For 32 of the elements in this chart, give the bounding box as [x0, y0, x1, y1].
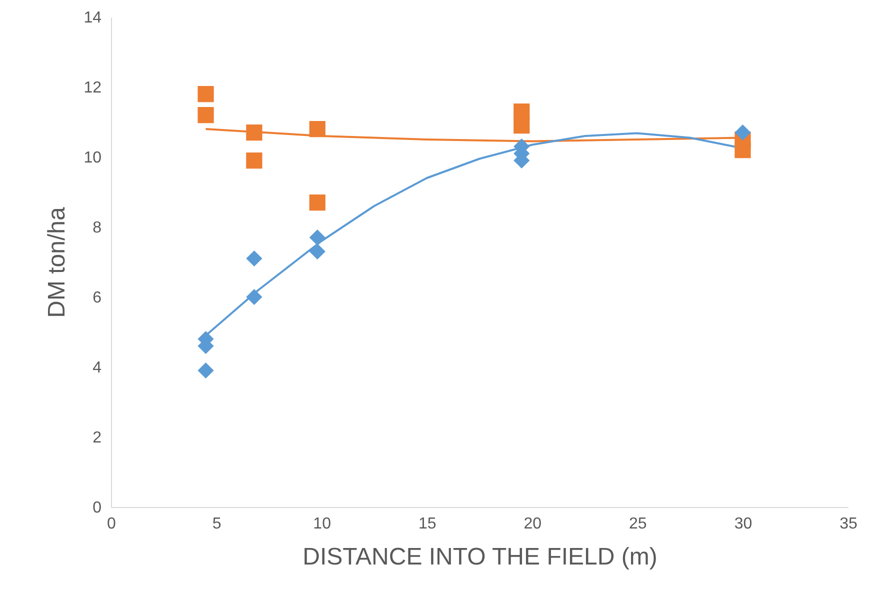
point	[246, 250, 262, 267]
point	[198, 86, 214, 102]
y-tick-label: 6	[92, 290, 102, 306]
point	[246, 288, 262, 306]
y-tick-label: 14	[84, 10, 102, 26]
point	[246, 124, 262, 141]
x-tick-label: 30	[734, 516, 752, 532]
point	[309, 194, 326, 211]
x-tick-label: 35	[840, 516, 858, 532]
point	[246, 152, 262, 169]
x-tick-label: 20	[524, 516, 542, 532]
y-tick-label: 10	[84, 150, 102, 166]
y-tick-label: 8	[92, 220, 102, 236]
y-axis-title: DM ton/ha	[44, 206, 71, 318]
x-tick-label: 10	[313, 516, 332, 532]
point	[734, 142, 751, 158]
point	[198, 106, 214, 124]
point	[309, 243, 326, 260]
y-tick-label: 2	[92, 430, 102, 446]
point	[514, 117, 530, 134]
y-tick-label: 12	[84, 80, 102, 96]
point	[198, 362, 214, 379]
point	[309, 120, 326, 138]
x-tick-label: 0	[107, 516, 116, 532]
point	[734, 124, 751, 141]
x-tick-label: 25	[629, 516, 647, 532]
y-tick-label: 4	[92, 360, 102, 376]
point	[309, 229, 326, 246]
x-axis-title: DISTANCE INTO THE FIELD (m)	[302, 544, 658, 570]
y-tick-label: 0	[92, 500, 102, 516]
x-tick-label: 5	[212, 516, 222, 532]
x-tick-label: 15	[418, 516, 436, 532]
